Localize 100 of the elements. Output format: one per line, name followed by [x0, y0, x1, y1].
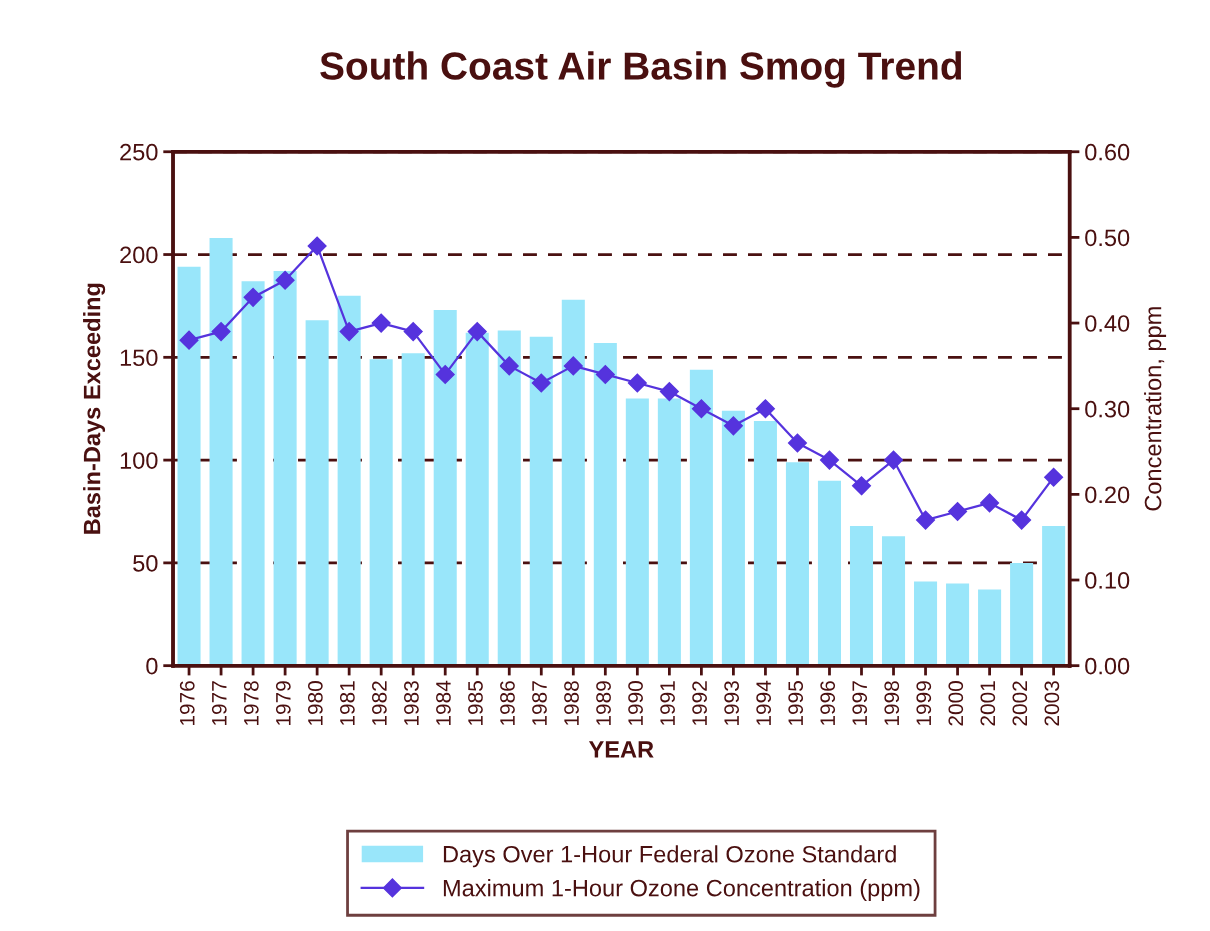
bar: [369, 359, 393, 666]
x-tick-label: 1995: [788, 681, 804, 725]
chart-title: South Coast Air Basin Smog Trend: [320, 51, 962, 88]
x-tick-label: 2000: [948, 681, 964, 726]
y2-tick-label: 0.20: [1085, 486, 1130, 504]
x-tick-label: 1976: [179, 681, 195, 725]
bar: [881, 536, 906, 666]
x-tick-label: 1978: [243, 681, 259, 725]
bar: [433, 310, 457, 666]
x-tick-label: 1990: [628, 681, 643, 725]
y2-tick-label: 0.50: [1085, 229, 1130, 247]
bar: [337, 295, 361, 666]
bar: [753, 421, 777, 666]
bar: [914, 581, 938, 666]
y2-tick-label: 0.40: [1085, 315, 1130, 332]
bar: [849, 525, 874, 666]
bar: [305, 320, 329, 666]
point: [1044, 467, 1064, 487]
x-tick-label: 1994: [756, 680, 772, 725]
x-tick-label: 1997: [852, 681, 868, 725]
bar: [241, 281, 265, 666]
x-tick-label: 1985: [468, 681, 483, 725]
point: [531, 373, 551, 393]
legend-label: Days Over 1-Hour Federal Ozone Standard: [443, 845, 896, 868]
y-tick-label: 50: [133, 554, 158, 572]
y2-tick-label: 0.10: [1085, 572, 1130, 589]
point: [948, 501, 968, 522]
point: [627, 373, 647, 393]
x-tick-label: 1977: [211, 681, 227, 725]
point: [980, 493, 1000, 513]
x-tick-label: 1993: [724, 681, 739, 725]
point: [787, 433, 807, 453]
point: [659, 382, 679, 402]
y-tick-label: 250: [120, 143, 158, 161]
x-tick-label: 1999: [916, 681, 932, 725]
point: [339, 322, 359, 342]
point: [755, 399, 775, 419]
bar: [689, 369, 713, 666]
point: [1012, 510, 1032, 530]
point: [499, 356, 519, 376]
point: [691, 399, 711, 419]
point: [819, 450, 840, 470]
bar: [401, 353, 425, 666]
y-tick-label: 150: [120, 349, 158, 367]
y-tick-label: 200: [120, 246, 158, 264]
bar: [785, 462, 809, 666]
bar: [561, 299, 585, 666]
x-tick-label: 1998: [884, 681, 900, 725]
point: [179, 330, 199, 350]
point: [435, 364, 455, 384]
y-tick-label: 100: [120, 452, 158, 469]
bar: [529, 336, 553, 666]
point: [243, 287, 263, 307]
x-tick-label: 2003: [1044, 681, 1060, 726]
x-tick-label: 2001: [980, 681, 996, 726]
point: [307, 236, 327, 256]
y-axis-title: Basin-Days Exceeding: [83, 283, 106, 534]
x-tick-label: 1987: [532, 681, 547, 725]
point: [851, 476, 872, 496]
bar: [1010, 562, 1034, 666]
point: [275, 270, 295, 290]
x-tick-label: 1979: [275, 681, 291, 725]
bar: [593, 342, 617, 666]
x-tick-label: 1983: [404, 681, 419, 725]
bar: [273, 270, 297, 666]
bar: [657, 398, 681, 666]
point: [883, 450, 904, 470]
x-tick-label: 1986: [500, 681, 515, 725]
bar: [721, 410, 745, 666]
point: [403, 322, 423, 342]
x-tick-label: 1982: [372, 681, 387, 725]
y2-tick-label: 0.00: [1085, 657, 1130, 675]
y2-tick-label: 0.30: [1085, 400, 1130, 418]
bar: [946, 583, 970, 666]
x-tick-label: 1984: [436, 680, 451, 725]
point: [595, 364, 615, 384]
bar: [497, 330, 521, 666]
y-tick-label: 0: [146, 657, 158, 675]
x-tick-label: 1992: [692, 681, 707, 725]
x-tick-label: 1989: [596, 681, 611, 725]
x-tick-label: 1981: [339, 681, 355, 725]
x-tick-label: 1988: [564, 681, 579, 725]
x-tick-label: 1991: [660, 681, 675, 725]
y2-axis-title: Concentration, ppm: [1144, 307, 1167, 511]
bar: [625, 398, 649, 666]
point: [467, 322, 487, 342]
x-tick-label: 1996: [820, 681, 836, 725]
point: [916, 510, 936, 530]
y2-tick-label: 0.60: [1085, 143, 1130, 161]
x-tick-label: 1980: [307, 681, 323, 725]
x-axis-title: YEAR: [588, 741, 654, 758]
point: [371, 313, 391, 333]
bar: [978, 589, 1002, 666]
x-tick-label: 2002: [1012, 681, 1028, 726]
bar: [177, 266, 201, 666]
bar: [1042, 525, 1066, 666]
bar: [209, 238, 233, 666]
bar: [817, 480, 841, 666]
point: [211, 322, 231, 342]
point: [723, 416, 743, 436]
